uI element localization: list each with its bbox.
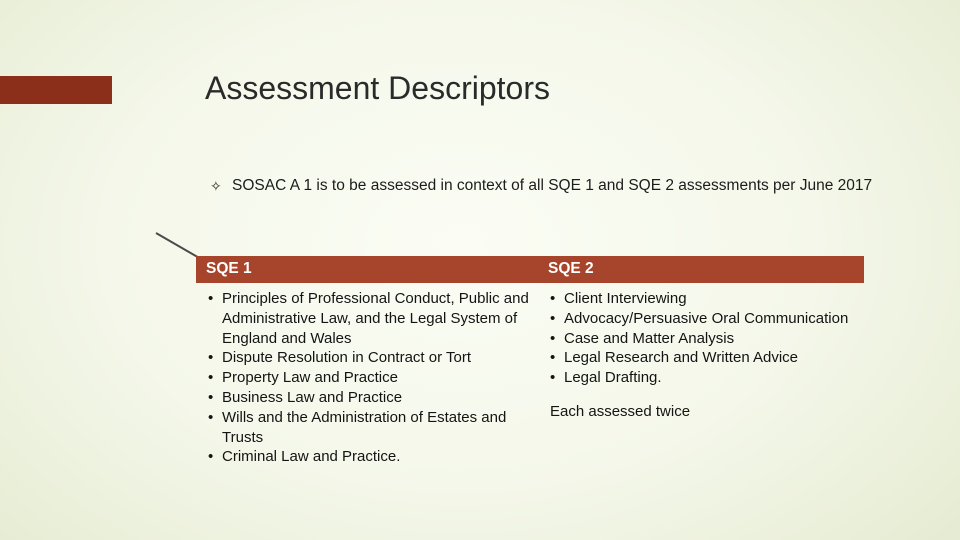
- list-item: Case and Matter Analysis: [548, 329, 856, 349]
- slide-title: Assessment Descriptors: [205, 70, 550, 107]
- cell-sqe2: Client Interviewing Advocacy/Persuasive …: [538, 283, 864, 473]
- list-item: Wills and the Administration of Estates …: [206, 408, 530, 448]
- list-item: Client Interviewing: [548, 289, 856, 309]
- sqe2-note: Each assessed twice: [548, 402, 856, 422]
- list-item: Dispute Resolution in Contract or Tort: [206, 348, 530, 368]
- header-sqe1: SQE 1: [196, 256, 538, 283]
- cell-sqe1: Principles of Professional Conduct, Publ…: [196, 283, 538, 473]
- list-item: Principles of Professional Conduct, Publ…: [206, 289, 530, 348]
- header-sqe2: SQE 2: [538, 256, 864, 283]
- assessments-table: SQE 1 SQE 2 Principles of Professional C…: [196, 256, 864, 473]
- list-item: Advocacy/Persuasive Oral Communication: [548, 309, 856, 329]
- intro-text: SOSAC A 1 is to be assessed in context o…: [232, 176, 910, 197]
- diamond-bullet-icon: ✧: [210, 178, 222, 195]
- table-header-row: SQE 1 SQE 2: [196, 256, 864, 283]
- sqe1-list: Principles of Professional Conduct, Publ…: [206, 289, 530, 467]
- accent-bar: [0, 76, 112, 104]
- list-item: Business Law and Practice: [206, 388, 530, 408]
- table-body-row: Principles of Professional Conduct, Publ…: [196, 283, 864, 473]
- sqe2-list: Client Interviewing Advocacy/Persuasive …: [548, 289, 856, 388]
- list-item: Legal Drafting.: [548, 368, 856, 388]
- list-item: Criminal Law and Practice.: [206, 447, 530, 467]
- list-item: Property Law and Practice: [206, 368, 530, 388]
- list-item: Legal Research and Written Advice: [548, 348, 856, 368]
- slide: Assessment Descriptors ✧ SOSAC A 1 is to…: [0, 0, 960, 540]
